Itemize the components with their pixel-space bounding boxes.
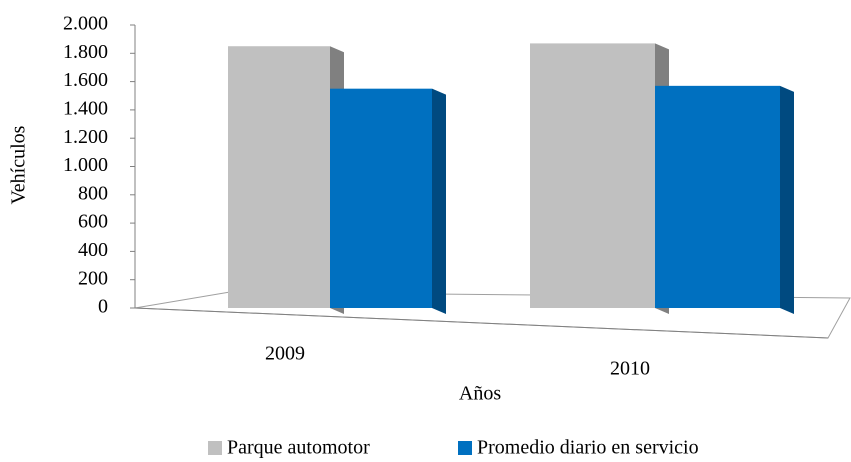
bar [655, 85, 780, 308]
bar-side [432, 88, 446, 314]
y-tick-label: 0 [98, 296, 108, 318]
y-tick-label: 1.200 [63, 126, 108, 148]
y-tick-label: 1.800 [63, 41, 108, 63]
y-tick-label: 600 [78, 211, 108, 233]
legend-label: Parque automotor [227, 437, 370, 459]
x-axis-title: Años [459, 383, 501, 405]
legend-swatch [458, 441, 472, 455]
y-tick-label: 200 [78, 267, 108, 289]
legend-swatch [208, 441, 222, 455]
y-tick-label: 400 [78, 239, 108, 261]
legend-label: Promedio diario en servicio [477, 437, 699, 459]
x-tick-label: 2010 [610, 358, 650, 380]
y-tick-label: 2.000 [63, 13, 108, 35]
bar-side [780, 85, 794, 314]
y-axis-title: Vehículos [8, 125, 30, 204]
x-tick-label: 2009 [265, 343, 305, 365]
bar [228, 46, 330, 308]
bar [330, 88, 432, 308]
y-tick-label: 1.600 [63, 69, 108, 91]
x-axis [134, 307, 829, 339]
bar [530, 43, 655, 309]
y-tick-label: 800 [78, 182, 108, 204]
y-tick-label: 1.000 [63, 154, 108, 176]
y-tick-label: 1.400 [63, 97, 108, 119]
